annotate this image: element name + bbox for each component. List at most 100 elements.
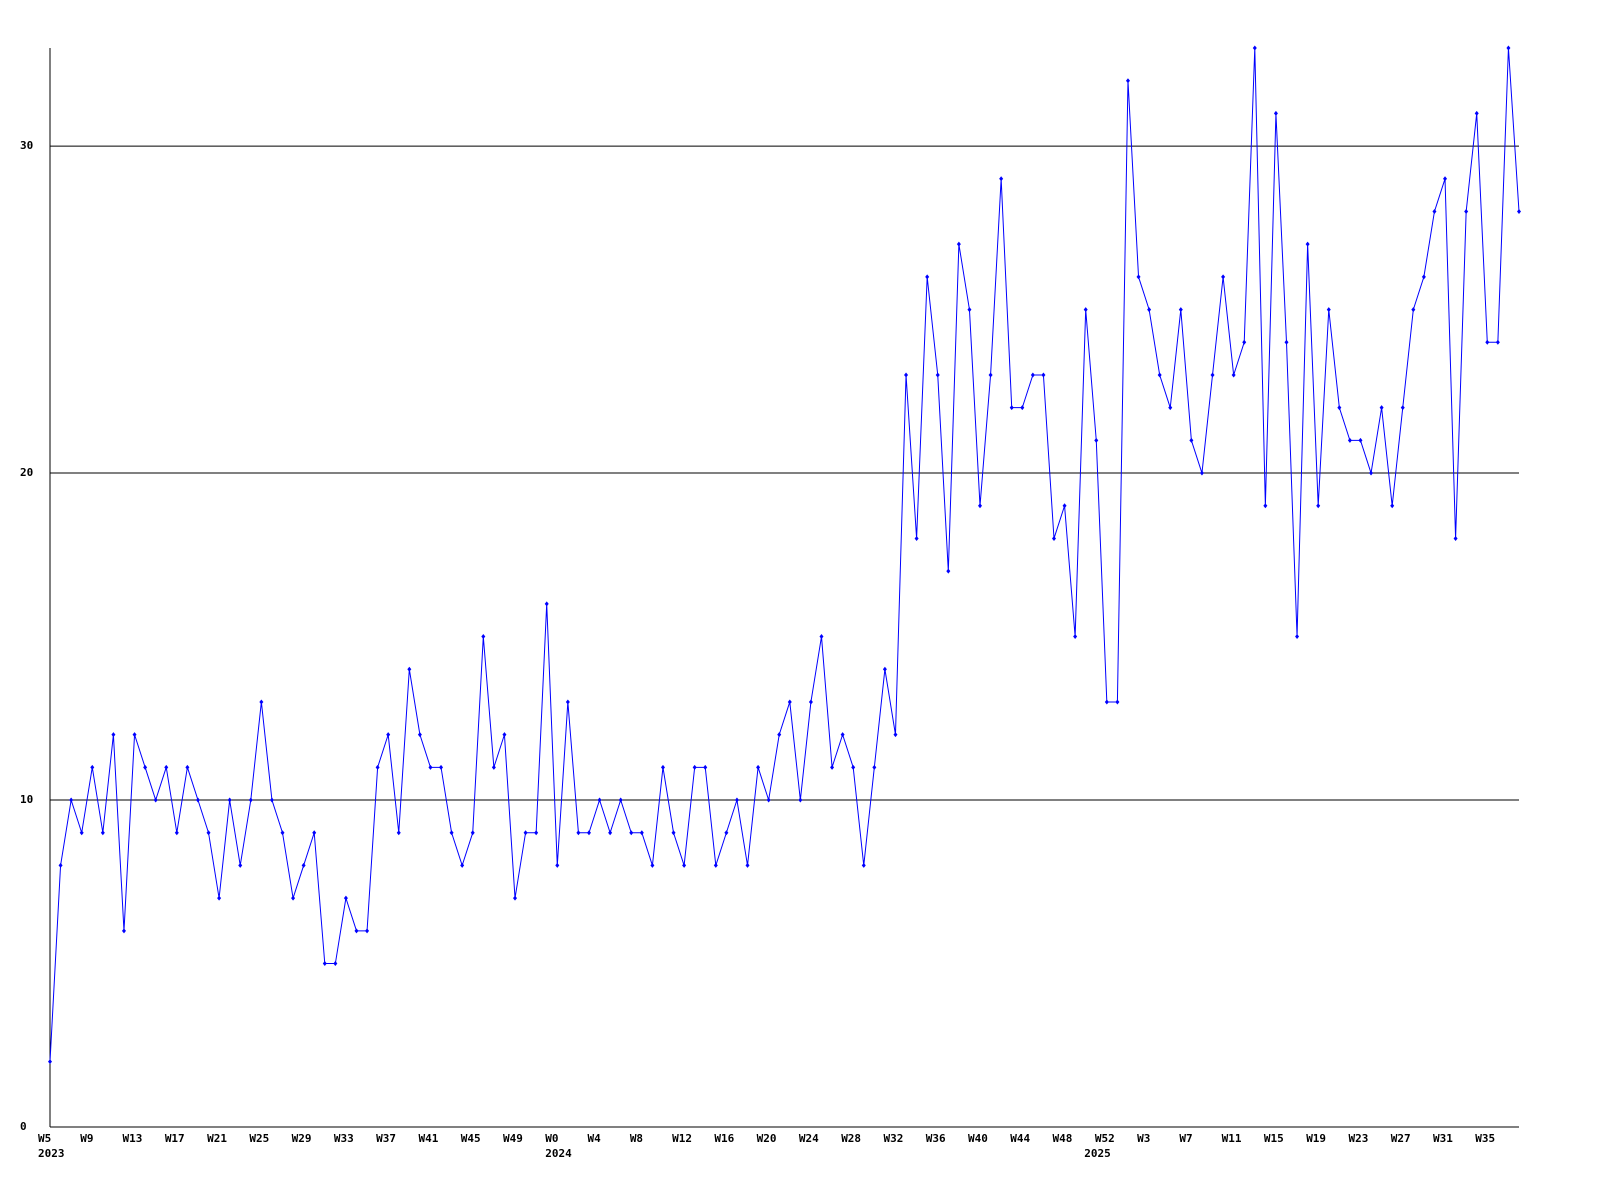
data-point [1104,699,1109,705]
data-point [417,732,422,738]
data-point [206,830,211,836]
data-point [48,1059,52,1065]
data-point [978,503,983,509]
data-point [1443,176,1448,182]
data-point [195,797,200,803]
data-point [1421,274,1426,280]
data-point [111,732,116,738]
data-point [745,862,750,868]
data-point [1400,405,1405,411]
data-point [1231,372,1236,378]
x-tick-label: W52 [1095,1132,1115,1145]
data-point [69,797,74,803]
data-point [861,862,866,868]
data-point [1358,437,1363,443]
data-point [1517,208,1521,214]
data-point [565,699,570,705]
x-tick-label: W40 [968,1132,988,1145]
data-point [1252,45,1257,51]
data-point [1168,405,1173,411]
data-point [470,830,475,836]
data-point [808,699,813,705]
x-year-label: 2025 [1084,1147,1111,1160]
data-point [407,666,412,672]
data-point [1210,372,1215,378]
data-point [343,895,348,901]
data-point [956,241,961,247]
data-point [724,830,729,836]
data-point [217,895,222,901]
data-point [386,732,391,738]
x-tick-label: W23 [1348,1132,1368,1145]
data-point [1242,339,1247,345]
x-tick-label: W20 [757,1132,777,1145]
x-tick-label: W27 [1391,1132,1411,1145]
data-point [1030,372,1035,378]
y-tick-label: 30 [20,139,33,152]
data-point [734,797,739,803]
data-point [1051,535,1056,541]
data-point [819,634,824,640]
data-point [491,764,496,770]
data-point [1474,110,1479,116]
x-tick-label: W9 [80,1132,93,1145]
data-point [703,764,708,770]
x-tick-label: W48 [1053,1132,1073,1145]
x-tick-label: W31 [1433,1132,1453,1145]
data-point [893,732,898,738]
data-point [925,274,930,280]
data-point [682,862,687,868]
x-tick-label: W13 [123,1132,143,1145]
data-point [1485,339,1490,345]
x-tick-label: W29 [292,1132,312,1145]
data-point [1115,699,1120,705]
data-point [1369,470,1374,476]
data-point [312,830,317,836]
data-point [1453,535,1458,541]
data-point [1464,208,1469,214]
data-point [1337,405,1342,411]
x-tick-label: W33 [334,1132,354,1145]
x-year-label: 2024 [545,1147,572,1160]
data-point [851,764,856,770]
data-point [1020,405,1025,411]
data-point [153,797,158,803]
x-tick-label: W5 [38,1132,51,1145]
data-point [269,797,274,803]
data-point [882,666,887,672]
data-point [1221,274,1226,280]
data-point [935,372,940,378]
data-point [185,764,190,770]
x-tick-label: W4 [588,1132,602,1145]
data-point [629,830,634,836]
data-point [787,699,792,705]
data-point [365,928,370,934]
data-point [988,372,993,378]
data-point [1495,339,1500,345]
data-point [1189,437,1194,443]
data-point [1305,241,1310,247]
x-tick-label: W15 [1264,1132,1284,1145]
data-point [375,764,380,770]
data-point [174,830,179,836]
data-point [79,830,84,836]
data-point [333,961,338,967]
data-point [58,862,63,868]
data-point [1009,405,1014,411]
x-tick-label: W49 [503,1132,523,1145]
data-point [1041,372,1046,378]
data-point [798,797,803,803]
x-tick-label: W32 [883,1132,903,1145]
data-point [90,764,95,770]
data-point [1411,307,1416,313]
x-tick-label: W19 [1306,1132,1326,1145]
data-point [671,830,676,836]
data-point [248,797,253,803]
data-point [396,830,401,836]
data-point [713,862,718,868]
x-tick-label: W11 [1222,1132,1242,1145]
data-point [1125,78,1130,84]
x-tick-label: W25 [249,1132,269,1145]
x-tick-label: W35 [1475,1132,1495,1145]
data-point [766,797,771,803]
